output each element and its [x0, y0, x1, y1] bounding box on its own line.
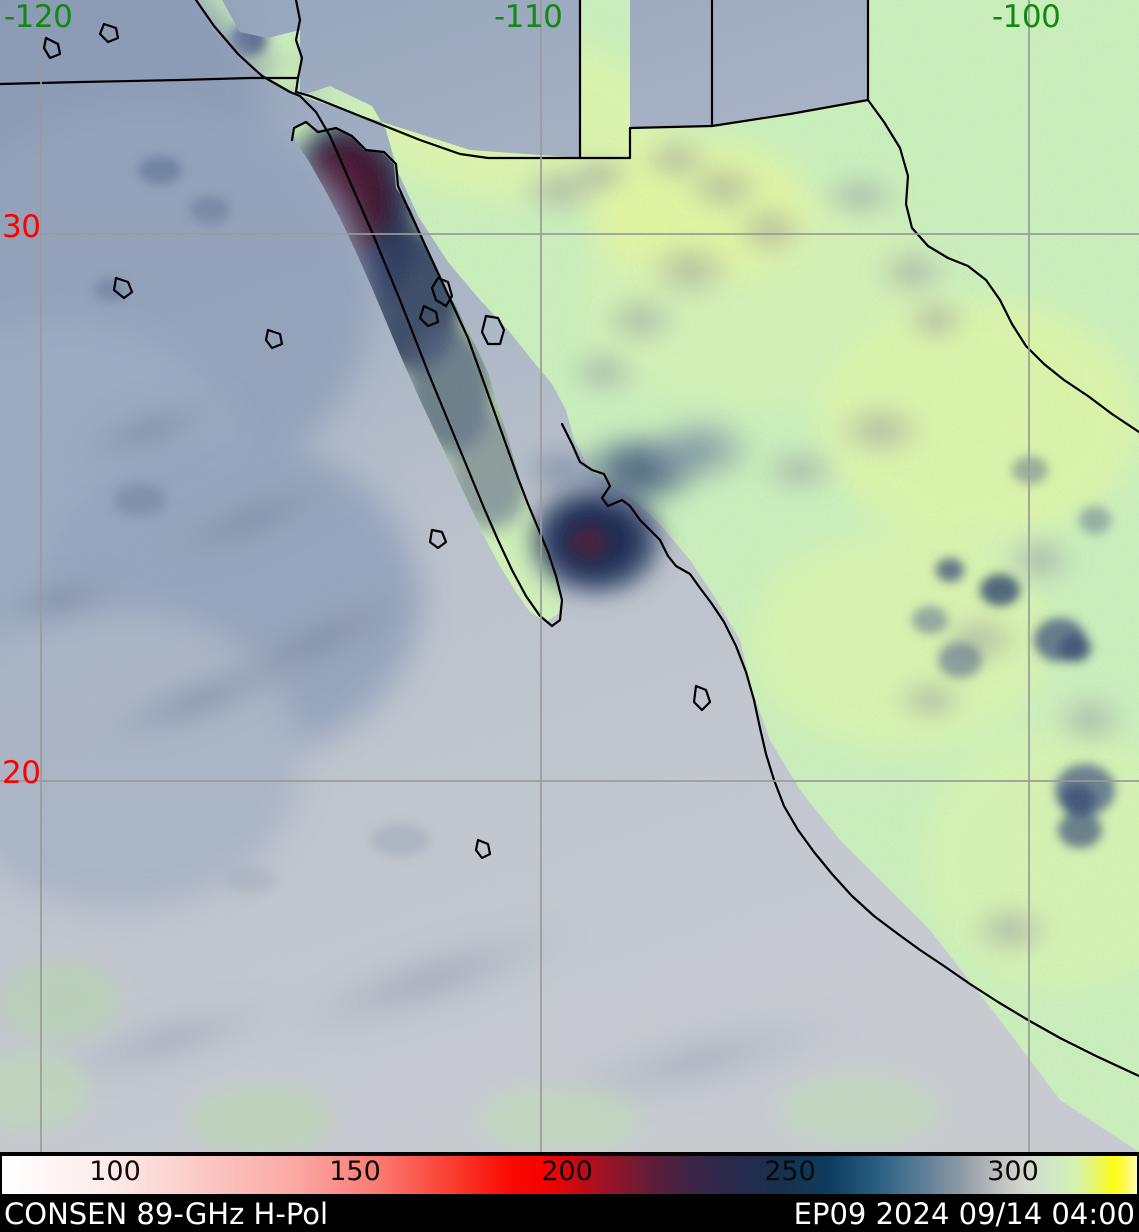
product-label: CONSEN 89-GHz H-Pol [4, 1197, 329, 1231]
footer-bar: CONSEN 89-GHz H-Pol EP09 2024 09/14 04:0… [0, 1197, 1139, 1232]
brightness-temperature-colorbar [1, 1155, 1138, 1195]
colorbar-panel: 100 150 200 250 300 [0, 1152, 1139, 1197]
storm-timestamp-label: EP09 2024 09/14 04:00 [793, 1197, 1135, 1231]
map-panel[interactable]: -120 -110 -100 30 20 [0, 0, 1139, 1152]
map-canvas [0, 0, 1139, 1152]
